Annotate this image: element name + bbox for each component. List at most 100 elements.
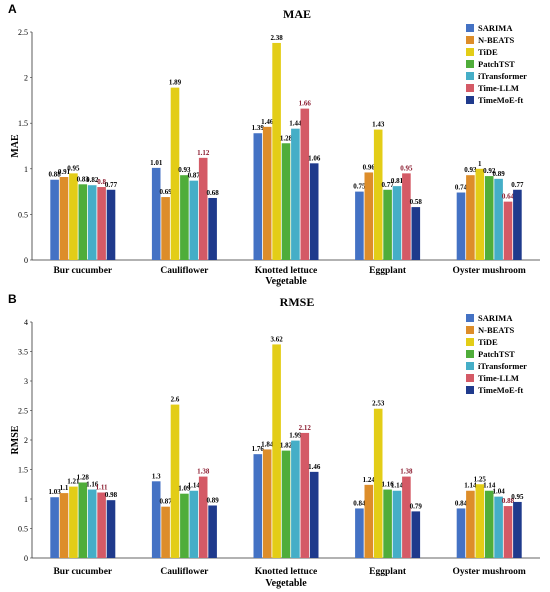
bar (262, 449, 272, 558)
y-tick-label: 1 (24, 495, 28, 504)
bar (151, 167, 161, 260)
legend-label: TimeMoE-ft (478, 385, 523, 395)
x-category-label: Eggplant (369, 567, 407, 577)
data-label: 1.99 (289, 432, 302, 440)
bar (180, 493, 189, 558)
data-label: 1.46 (261, 118, 274, 126)
data-label: 2.38 (270, 34, 283, 42)
bar (59, 177, 69, 260)
bar (383, 189, 392, 260)
data-label: 0.79 (410, 502, 423, 510)
bar (411, 207, 421, 260)
legend-swatch (466, 36, 474, 44)
bar (69, 486, 78, 558)
data-label: 1.38 (197, 468, 210, 476)
legend-swatch (466, 362, 474, 370)
legend-label: TiDE (478, 337, 498, 347)
bar (262, 126, 272, 261)
legend-label: iTransformer (478, 361, 527, 371)
bar (106, 189, 116, 260)
data-label: 2.53 (372, 400, 385, 408)
data-label: 0.95 (67, 164, 80, 172)
bar (69, 173, 78, 260)
bar (503, 506, 513, 558)
data-label: 0.82 (86, 176, 99, 184)
data-label: 1.84 (261, 440, 274, 448)
x-category-label: Oyster mushroom (453, 266, 526, 276)
data-label: 0.88 (502, 497, 515, 505)
data-label: 0.96 (363, 163, 376, 171)
legend-label: N-BEATS (478, 35, 514, 45)
data-label: 1.12 (197, 149, 210, 157)
data-label: 0.87 (159, 498, 172, 506)
legend-swatch (466, 96, 474, 104)
bar (466, 490, 475, 558)
bar (189, 490, 199, 558)
bar (494, 496, 503, 558)
bar (402, 173, 411, 260)
y-tick-label: 3 (24, 377, 28, 386)
data-label: 0.77 (511, 181, 524, 189)
data-label: 1.16 (381, 481, 394, 489)
x-category-label: Eggplant (369, 266, 407, 276)
data-label: 0.74 (455, 184, 468, 192)
y-tick-label: 3.5 (18, 348, 28, 357)
y-tick-label: 1.5 (18, 466, 28, 475)
bar (106, 500, 116, 558)
data-label: 0.75 (353, 183, 366, 191)
bar (170, 404, 180, 558)
bar (494, 178, 503, 260)
bar (291, 128, 300, 260)
legend-label: SARIMA (478, 23, 513, 33)
bar (208, 197, 217, 260)
data-label: 1.43 (372, 121, 385, 129)
y-tick-label: 1 (24, 165, 28, 174)
bar (475, 168, 485, 260)
y-tick-label: 2 (24, 74, 28, 83)
y-tick-label: 1.5 (18, 119, 28, 128)
bar (253, 133, 263, 260)
legend-label: PatchTST (478, 349, 515, 359)
legend-label: TiDE (478, 47, 498, 57)
panel-letter: A (8, 2, 17, 16)
data-label: 0.77 (381, 181, 394, 189)
bar (50, 497, 59, 558)
data-label: 1 (478, 160, 482, 168)
data-label: 1.14 (188, 482, 201, 490)
legend-label: PatchTST (478, 59, 515, 69)
y-tick-label: 0 (24, 554, 28, 563)
bar (309, 163, 319, 260)
bar (300, 432, 310, 558)
bar (253, 454, 263, 558)
data-label: 1.06 (308, 154, 321, 162)
data-label: 1.89 (169, 79, 182, 87)
rmse-chart: B RMSE00.511.522.533.54RMSE1.031.11.211.2… (8, 292, 540, 589)
data-label: 0.58 (410, 198, 423, 206)
y-tick-label: 0.5 (18, 525, 28, 534)
legend-swatch (466, 338, 474, 346)
data-label: 0.68 (206, 189, 219, 197)
legend-swatch (466, 60, 474, 68)
legend-label: Time-LLM (478, 373, 519, 383)
data-label: 1.14 (483, 482, 496, 490)
data-label: 1.14 (464, 482, 477, 490)
data-label: 0.84 (353, 499, 366, 507)
bar (189, 180, 199, 260)
data-label: 0.84 (455, 499, 468, 507)
data-label: 0.93 (464, 166, 477, 174)
x-category-label: Bur cucumber (53, 567, 112, 577)
bar (484, 176, 494, 260)
bar (291, 440, 300, 558)
bar (383, 489, 392, 558)
data-label: 0.92 (483, 167, 496, 175)
data-label: 1.09 (178, 485, 191, 493)
data-label: 2.6 (171, 396, 180, 404)
data-label: 0.83 (77, 175, 90, 183)
legend-label: Time-LLM (478, 83, 519, 93)
bar (475, 484, 485, 558)
x-category-label: Knotted lettuce (255, 567, 318, 577)
data-label: 1.04 (492, 488, 505, 496)
y-tick-label: 2.5 (18, 28, 28, 37)
data-label: 1.46 (308, 463, 321, 471)
bar (281, 143, 291, 260)
